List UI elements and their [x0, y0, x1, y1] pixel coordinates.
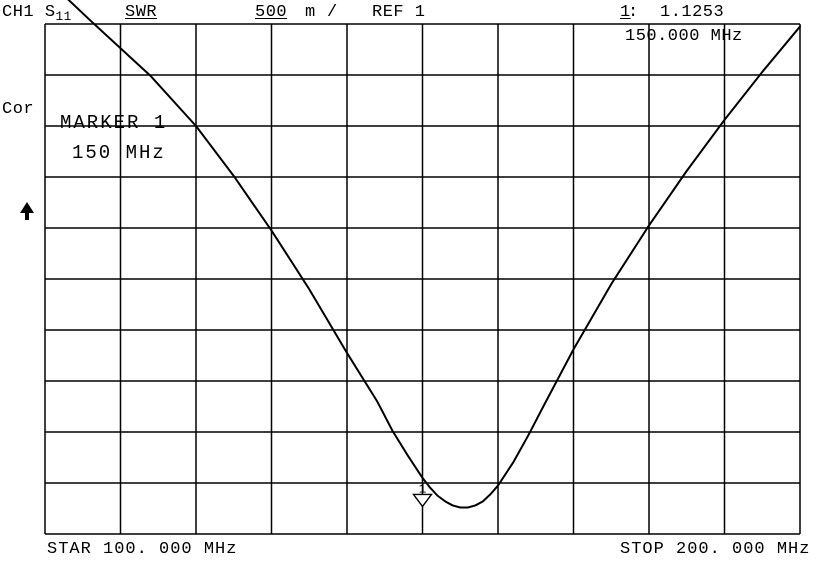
s-sub: 11	[56, 9, 72, 24]
cor-label: Cor	[2, 100, 34, 119]
scale-slash: /	[327, 3, 338, 22]
marker-box-line2: 150 MHz	[72, 142, 166, 164]
channel-label: CH1 S11	[2, 3, 72, 22]
plot-svg: 1	[0, 0, 822, 569]
scale-value: 500	[255, 3, 287, 22]
marker-box-line1: MARKER 1	[60, 112, 167, 134]
vna-display: { "header": { "channel": "CH1", "s_param…	[0, 0, 822, 569]
start-label: STAR 100. 000 MHz	[47, 540, 237, 559]
svg-text:1: 1	[419, 481, 427, 496]
stop-label: STOP 200. 000 MHz	[620, 540, 810, 559]
ch-text: CH1	[2, 3, 34, 22]
s-prefix: S	[45, 3, 56, 22]
marker-freq: 150.000 MHz	[625, 27, 743, 46]
scale-unit: m	[305, 3, 316, 22]
format-label: SWR	[125, 3, 157, 22]
ref-label: REF 1	[372, 3, 426, 22]
marker-colon: :	[628, 3, 639, 22]
marker-value: 1.1253	[660, 3, 724, 22]
